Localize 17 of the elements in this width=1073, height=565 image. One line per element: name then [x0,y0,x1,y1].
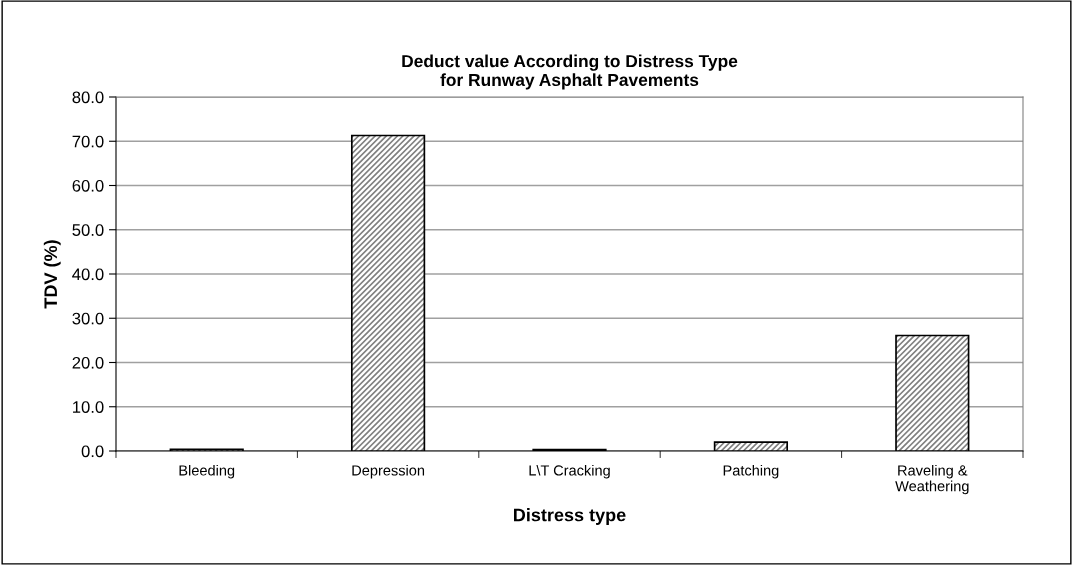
y-axis-title: TDV (%) [43,240,61,309]
y-tick-label: 60.0 [72,179,104,192]
y-tick-label: 10.0 [73,401,104,413]
y-tick-label: 30.0 [72,312,104,325]
x-tick-label: Raveling & Weathering [895,464,969,495]
y-tick-label: 80.0 [72,91,104,104]
x-tick-label: Bleeding [179,464,235,479]
x-tick-label: L\T Cracking [529,464,610,479]
chart-title: Deduct value According to Distress Type for Runway Asphalt Pavements [402,54,738,90]
y-tick-label: 40.0 [72,268,104,281]
x-tick-label: Depression [352,464,425,479]
y-tick-label: 50.0 [72,224,104,236]
x-tick-label: Patching [723,464,779,479]
y-tick-label: 0.0 [81,445,104,458]
y-tick-label: 70.0 [72,135,104,148]
x-axis-title: Distress type [514,508,626,525]
y-tick-label: 20.0 [72,356,104,369]
